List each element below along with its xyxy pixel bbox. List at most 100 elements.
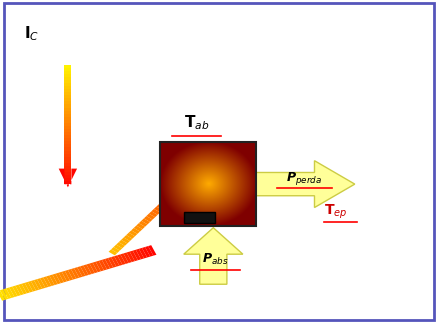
FancyArrow shape bbox=[172, 190, 180, 196]
FancyArrow shape bbox=[64, 166, 71, 169]
Polygon shape bbox=[0, 289, 8, 300]
FancyArrow shape bbox=[149, 211, 158, 217]
FancyArrow shape bbox=[194, 168, 203, 174]
FancyArrow shape bbox=[64, 153, 71, 157]
Polygon shape bbox=[9, 287, 18, 297]
Polygon shape bbox=[102, 259, 110, 269]
FancyArrow shape bbox=[256, 161, 355, 208]
Polygon shape bbox=[21, 283, 30, 293]
FancyArrow shape bbox=[174, 187, 183, 193]
FancyArrow shape bbox=[64, 117, 71, 120]
FancyArrow shape bbox=[136, 223, 145, 229]
Polygon shape bbox=[142, 247, 150, 257]
Text: P$_{perda}$: P$_{perda}$ bbox=[286, 170, 322, 187]
Polygon shape bbox=[124, 253, 132, 263]
Polygon shape bbox=[15, 285, 24, 295]
Polygon shape bbox=[120, 254, 129, 264]
FancyArrow shape bbox=[177, 185, 185, 191]
FancyArrow shape bbox=[64, 77, 71, 80]
FancyArrow shape bbox=[64, 68, 71, 71]
Polygon shape bbox=[133, 250, 141, 260]
FancyArrow shape bbox=[64, 105, 71, 108]
Polygon shape bbox=[25, 282, 33, 292]
Polygon shape bbox=[34, 279, 42, 290]
FancyArrow shape bbox=[126, 233, 135, 239]
FancyArrow shape bbox=[64, 132, 71, 135]
Polygon shape bbox=[0, 290, 5, 301]
Polygon shape bbox=[80, 266, 88, 276]
FancyArrow shape bbox=[202, 161, 211, 167]
Polygon shape bbox=[3, 288, 11, 299]
Polygon shape bbox=[65, 270, 73, 280]
FancyArrow shape bbox=[64, 178, 71, 181]
FancyArrow shape bbox=[162, 199, 170, 205]
Polygon shape bbox=[71, 268, 79, 279]
FancyArrow shape bbox=[64, 157, 71, 160]
Polygon shape bbox=[83, 265, 92, 275]
FancyArrow shape bbox=[188, 158, 213, 178]
FancyArrow shape bbox=[64, 163, 71, 166]
Polygon shape bbox=[105, 258, 113, 268]
FancyArrow shape bbox=[139, 221, 148, 227]
FancyArrow shape bbox=[64, 172, 71, 175]
FancyArrow shape bbox=[184, 228, 243, 284]
FancyArrow shape bbox=[113, 245, 122, 251]
FancyArrow shape bbox=[199, 164, 208, 170]
Polygon shape bbox=[148, 245, 156, 256]
Polygon shape bbox=[43, 276, 52, 287]
FancyArrow shape bbox=[156, 204, 165, 210]
FancyArrow shape bbox=[64, 129, 71, 132]
FancyArrow shape bbox=[131, 228, 140, 234]
FancyArrow shape bbox=[64, 71, 71, 74]
Polygon shape bbox=[99, 260, 107, 270]
FancyArrow shape bbox=[64, 74, 71, 77]
Polygon shape bbox=[62, 271, 70, 281]
FancyArrow shape bbox=[184, 178, 193, 184]
Polygon shape bbox=[114, 255, 123, 266]
FancyArrow shape bbox=[146, 214, 155, 220]
FancyArrow shape bbox=[64, 126, 71, 129]
Text: T$_{ab}$: T$_{ab}$ bbox=[184, 114, 209, 132]
FancyArrow shape bbox=[166, 194, 175, 201]
Polygon shape bbox=[136, 249, 144, 259]
FancyArrow shape bbox=[64, 108, 71, 111]
Polygon shape bbox=[18, 284, 27, 294]
FancyArrow shape bbox=[64, 147, 71, 151]
FancyArrow shape bbox=[64, 144, 71, 147]
FancyArrow shape bbox=[159, 202, 168, 208]
FancyArrow shape bbox=[121, 237, 130, 244]
FancyArrow shape bbox=[197, 166, 205, 172]
Polygon shape bbox=[37, 278, 45, 289]
Polygon shape bbox=[68, 269, 76, 280]
Polygon shape bbox=[130, 251, 138, 261]
Polygon shape bbox=[139, 248, 147, 258]
FancyArrow shape bbox=[134, 225, 142, 232]
FancyArrow shape bbox=[64, 151, 71, 153]
FancyArrow shape bbox=[109, 249, 117, 255]
FancyArrow shape bbox=[64, 175, 71, 178]
FancyArrow shape bbox=[64, 135, 71, 138]
Text: P$_{abs}$: P$_{abs}$ bbox=[202, 252, 229, 267]
FancyArrow shape bbox=[116, 242, 125, 248]
FancyArrow shape bbox=[64, 123, 71, 126]
FancyArrow shape bbox=[64, 83, 71, 86]
FancyArrow shape bbox=[64, 101, 71, 105]
Polygon shape bbox=[117, 254, 126, 265]
Bar bbox=[160, 142, 256, 226]
FancyArrow shape bbox=[64, 138, 71, 141]
FancyArrow shape bbox=[64, 181, 71, 184]
Text: T$_{ep}$: T$_{ep}$ bbox=[324, 203, 347, 221]
FancyArrow shape bbox=[179, 183, 188, 189]
FancyArrow shape bbox=[64, 95, 71, 98]
FancyArrow shape bbox=[124, 235, 132, 241]
Polygon shape bbox=[6, 287, 14, 298]
FancyArrow shape bbox=[64, 86, 71, 89]
Polygon shape bbox=[49, 275, 58, 285]
FancyArrow shape bbox=[144, 216, 152, 222]
FancyArrow shape bbox=[111, 247, 120, 253]
FancyBboxPatch shape bbox=[4, 3, 434, 320]
Bar bbox=[184, 212, 215, 223]
FancyArrow shape bbox=[192, 171, 201, 177]
FancyArrow shape bbox=[64, 141, 71, 144]
FancyArrow shape bbox=[169, 192, 178, 198]
